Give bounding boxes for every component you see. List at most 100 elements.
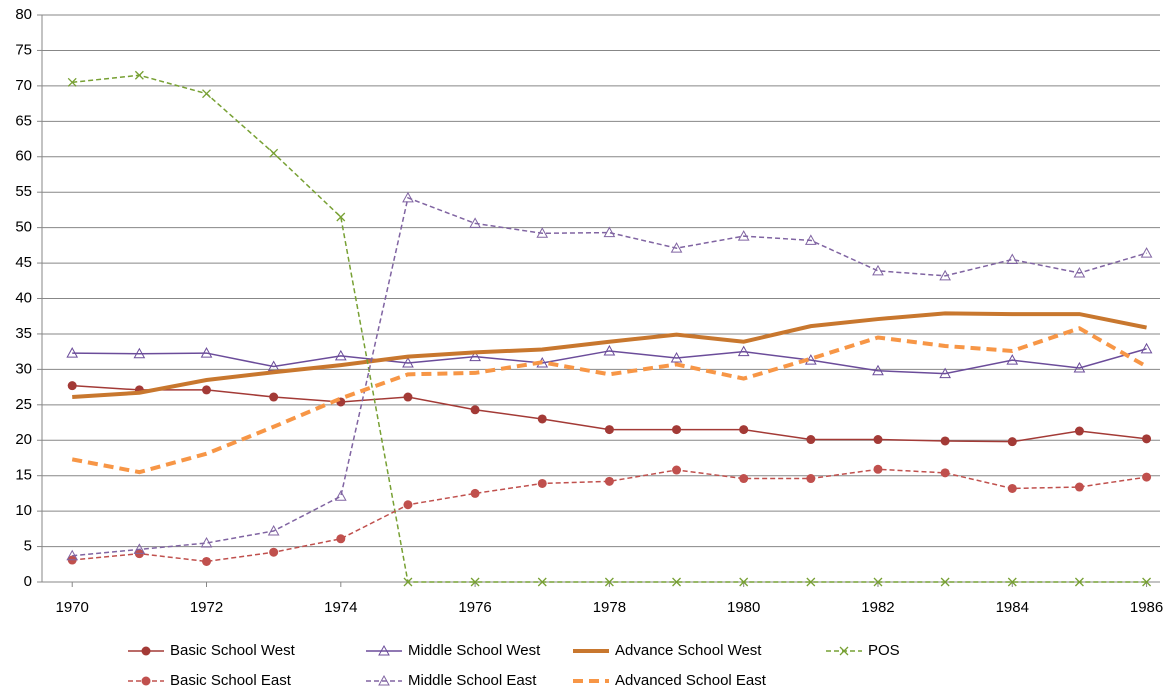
point bbox=[873, 464, 883, 474]
point bbox=[672, 425, 682, 435]
point bbox=[604, 577, 614, 587]
x-tick-label: 1982 bbox=[861, 599, 894, 616]
series-line bbox=[72, 74, 1147, 583]
legend-marker bbox=[378, 674, 390, 686]
point bbox=[536, 227, 549, 238]
series bbox=[66, 191, 1153, 561]
y-tick-label: 80 bbox=[15, 6, 32, 23]
point bbox=[1142, 434, 1152, 444]
y-tick-label: 10 bbox=[15, 502, 32, 519]
y-tick-label: 35 bbox=[15, 325, 32, 342]
point bbox=[267, 524, 280, 536]
point bbox=[66, 347, 79, 358]
point bbox=[603, 226, 616, 238]
point bbox=[873, 435, 883, 445]
point bbox=[672, 465, 682, 475]
y-tick-label: 0 bbox=[24, 573, 32, 590]
legend-label: Advanced School East bbox=[615, 672, 767, 689]
point bbox=[939, 367, 951, 379]
point bbox=[1073, 266, 1086, 278]
point bbox=[670, 352, 683, 363]
point bbox=[134, 70, 144, 80]
point bbox=[67, 77, 77, 87]
series bbox=[72, 311, 1147, 400]
point bbox=[940, 468, 950, 478]
point bbox=[202, 89, 211, 99]
legend-label: Advance School West bbox=[615, 642, 762, 659]
series bbox=[71, 326, 1148, 475]
legend-marker bbox=[141, 676, 151, 686]
point bbox=[403, 500, 413, 510]
legend-marker bbox=[141, 646, 151, 656]
point bbox=[604, 425, 614, 435]
x-tick-label: 1986 bbox=[1130, 599, 1163, 616]
point bbox=[200, 536, 213, 548]
x-tick-label: 1980 bbox=[727, 599, 760, 616]
point bbox=[1074, 426, 1084, 436]
x-tick-label: 1972 bbox=[190, 599, 223, 616]
series-line bbox=[72, 348, 1147, 375]
legend-label: POS bbox=[868, 642, 900, 659]
point bbox=[470, 488, 480, 498]
y-tick-label: 45 bbox=[15, 254, 32, 271]
series bbox=[66, 342, 1153, 379]
point bbox=[940, 436, 950, 446]
point bbox=[939, 269, 951, 281]
point bbox=[269, 148, 279, 158]
point bbox=[873, 577, 883, 587]
point bbox=[269, 547, 279, 557]
point bbox=[334, 349, 347, 361]
point bbox=[200, 347, 213, 358]
point bbox=[537, 577, 547, 587]
point bbox=[1073, 361, 1086, 373]
point bbox=[1007, 577, 1017, 587]
y-tick-label: 5 bbox=[24, 538, 32, 555]
x-tick-label: 1984 bbox=[996, 599, 1029, 616]
point bbox=[672, 577, 682, 587]
series bbox=[67, 464, 1152, 566]
point bbox=[469, 217, 481, 228]
legend-label: Middle School West bbox=[408, 642, 541, 659]
point bbox=[804, 234, 817, 245]
point bbox=[1006, 354, 1019, 365]
x-tick-label: 1970 bbox=[56, 599, 89, 616]
point bbox=[133, 347, 146, 359]
point bbox=[604, 476, 614, 486]
point bbox=[739, 474, 749, 484]
y-tick-label: 70 bbox=[15, 77, 32, 94]
point bbox=[670, 242, 683, 253]
series-line bbox=[71, 326, 1148, 475]
point bbox=[739, 577, 749, 587]
point bbox=[1140, 247, 1153, 258]
legend-label: Basic School West bbox=[170, 642, 296, 659]
x-tick-label: 1974 bbox=[324, 599, 357, 616]
point bbox=[940, 577, 950, 587]
y-tick-label: 25 bbox=[15, 396, 32, 413]
y-tick-label: 20 bbox=[15, 431, 32, 448]
legend-marker bbox=[839, 646, 849, 656]
series-line bbox=[72, 196, 1147, 557]
point bbox=[269, 392, 279, 402]
point bbox=[1074, 577, 1084, 587]
y-tick-label: 55 bbox=[15, 183, 32, 200]
point bbox=[66, 549, 79, 561]
point bbox=[334, 490, 347, 501]
point bbox=[806, 577, 816, 587]
y-tick-label: 60 bbox=[15, 148, 32, 165]
point bbox=[470, 577, 480, 587]
point bbox=[402, 191, 414, 203]
x-tick-label: 1976 bbox=[458, 599, 491, 616]
point bbox=[872, 364, 884, 376]
legend-marker bbox=[378, 644, 390, 656]
y-tick-label: 50 bbox=[15, 219, 32, 236]
legend: Basic School West Middle School West Advan… bbox=[128, 642, 900, 689]
point bbox=[1142, 472, 1152, 482]
series-line bbox=[72, 311, 1147, 400]
point bbox=[603, 344, 616, 356]
point bbox=[737, 230, 750, 241]
y-tick-label: 30 bbox=[15, 360, 32, 377]
point bbox=[202, 556, 212, 566]
point bbox=[133, 543, 146, 554]
point bbox=[1007, 483, 1017, 493]
